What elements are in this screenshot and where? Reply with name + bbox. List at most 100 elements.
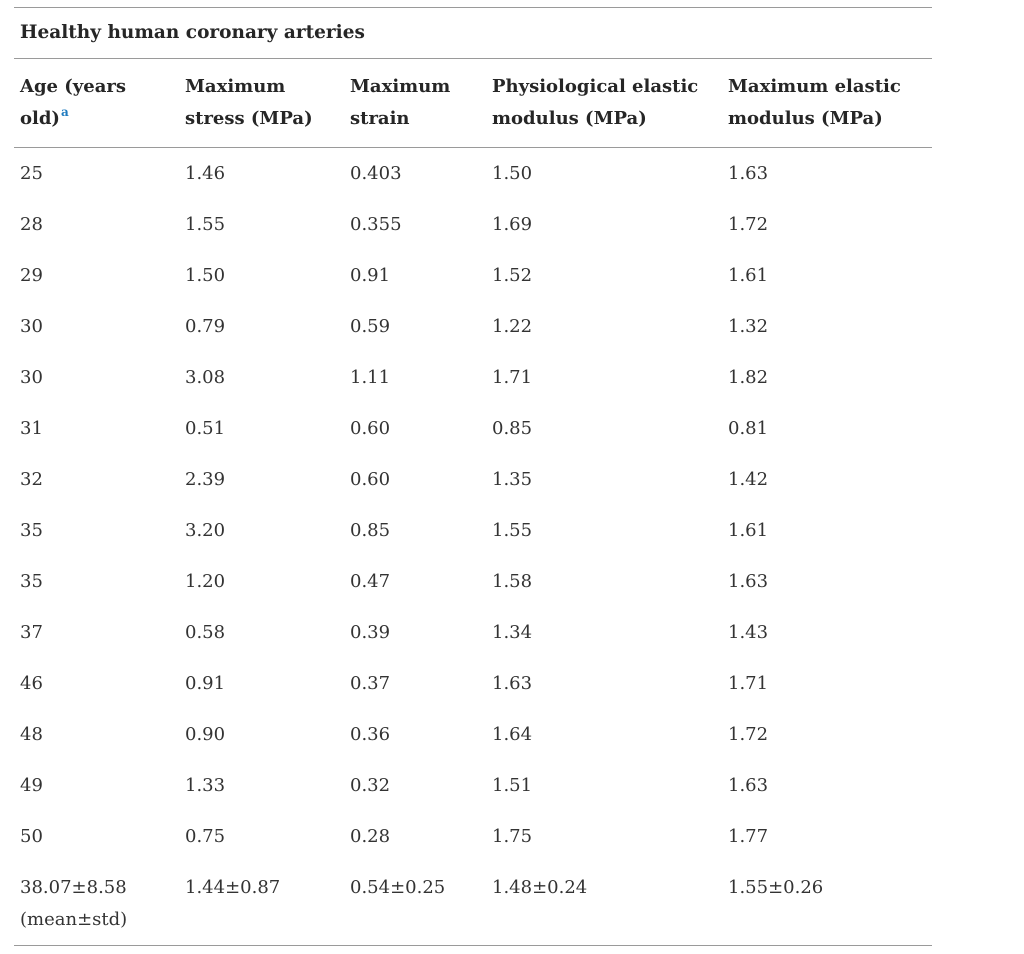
table-cell: 1.55 — [492, 519, 533, 541]
table-cell: 30 — [20, 315, 43, 337]
table-cell: 2.39 — [185, 468, 226, 490]
table-cell: 0.60 — [350, 417, 391, 439]
table-cell: 0.54±0.25 — [344, 862, 486, 946]
table-cell: 1.75 — [492, 825, 533, 847]
table-row: 49 1.33 0.32 1.51 1.63 — [14, 760, 932, 811]
table-cell: 3.08 — [185, 366, 226, 388]
table-cell: 28 — [20, 213, 43, 235]
table-row: 35 3.20 0.85 1.55 1.61 — [14, 505, 932, 556]
column-header-max-strain: Maximum strain — [344, 58, 486, 148]
table-cell: 0.60 — [350, 468, 391, 490]
table-row: 30 0.79 0.59 1.22 1.32 — [14, 301, 932, 352]
table-cell: 0.37 — [350, 672, 391, 694]
table-cell: 0.81 — [728, 417, 769, 439]
table-cell: 49 — [20, 774, 43, 796]
table-cell: 0.32 — [350, 774, 391, 796]
table-cell: 37 — [20, 621, 43, 643]
table-row: 46 0.91 0.37 1.63 1.71 — [14, 658, 932, 709]
table-cell: 1.20 — [185, 570, 226, 592]
table-cell: 0.403 — [350, 162, 402, 184]
table-cell: 1.34 — [492, 621, 533, 643]
table-cell: 0.85 — [350, 519, 391, 541]
table-row: 50 0.75 0.28 1.75 1.77 — [14, 811, 932, 862]
table-cell: 1.55±0.26 — [722, 862, 933, 946]
table-cell: 25 — [20, 162, 43, 184]
table-cell: 1.63 — [728, 570, 769, 592]
footnote-marker-a[interactable]: a — [60, 105, 69, 119]
table-cell: 1.11 — [350, 366, 391, 388]
table-cell: 1.77 — [728, 825, 769, 847]
table-cell: 38.07±8.58 (mean±std) — [14, 862, 179, 946]
table-cell: 0.90 — [185, 723, 226, 745]
table-cell: 1.82 — [728, 366, 769, 388]
table-cell: 32 — [20, 468, 43, 490]
column-header-physiological-elastic-modulus: Physiological elastic modulus (MPa) — [486, 58, 722, 148]
table-cell: 1.50 — [185, 264, 226, 286]
table-cell: 1.72 — [728, 213, 769, 235]
table-cell: 1.71 — [728, 672, 769, 694]
table-cell: 0.47 — [350, 570, 391, 592]
table-cell: 30 — [20, 366, 43, 388]
table-cell: 1.52 — [492, 264, 533, 286]
column-header-max-stress: Maximum stress (MPa) — [179, 58, 344, 148]
table-cell: 0.36 — [350, 723, 391, 745]
table-cell: 1.42 — [728, 468, 769, 490]
table-cell: 1.32 — [728, 315, 769, 337]
table-cell: 0.51 — [185, 417, 226, 439]
table-cell: 0.59 — [350, 315, 391, 337]
table-title: Healthy human coronary arteries — [14, 7, 933, 59]
column-header-age: Age (years old)a — [14, 58, 179, 148]
column-header-age-label: Age (years old) — [20, 76, 126, 129]
table-cell: 0.79 — [185, 315, 226, 337]
table-cell: 1.46 — [185, 162, 226, 184]
table-cell: 1.55 — [185, 213, 226, 235]
table-cell: 1.44±0.87 — [179, 862, 344, 946]
table-title-row: Healthy human coronary arteries — [14, 7, 933, 59]
table-cell: 3.20 — [185, 519, 226, 541]
table-cell: 1.58 — [492, 570, 533, 592]
table-summary-row: 38.07±8.58 (mean±std) 1.44±0.87 0.54±0.2… — [14, 862, 933, 946]
table-row: 32 2.39 0.60 1.35 1.42 — [14, 454, 932, 505]
table-head: Healthy human coronary arteries Age (yea… — [14, 7, 933, 148]
table-row: 31 0.51 0.60 0.85 0.81 — [14, 403, 932, 454]
table-cell: 1.51 — [492, 774, 533, 796]
table-cell: 1.64 — [492, 723, 533, 745]
table-row: 48 0.90 0.36 1.64 1.72 — [14, 709, 932, 760]
table-cell: 29 — [20, 264, 43, 286]
table-cell: 1.63 — [492, 672, 533, 694]
table-cell: 31 — [20, 417, 43, 439]
table-cell: 1.69 — [492, 213, 533, 235]
table-cell: 1.61 — [728, 519, 769, 541]
table-cell: 1.48±0.24 — [486, 862, 722, 946]
column-header-max-elastic-modulus: Maximum elastic modulus (MPa) — [722, 58, 933, 148]
table-cell: 0.91 — [350, 264, 391, 286]
table-cell: 35 — [20, 519, 43, 541]
table-cell: 0.58 — [185, 621, 226, 643]
table-cell: 1.72 — [728, 723, 769, 745]
table-body: 25 1.46 0.403 1.50 1.63 28 1.55 0.355 1.… — [14, 148, 933, 946]
table-cell: 0.91 — [185, 672, 226, 694]
table-row: 25 1.46 0.403 1.50 1.63 — [14, 148, 932, 200]
table-row: 37 0.58 0.39 1.34 1.43 — [14, 607, 932, 658]
table-cell: 1.22 — [492, 315, 533, 337]
table-row: 29 1.50 0.91 1.52 1.61 — [14, 250, 932, 301]
table-cell: 0.75 — [185, 825, 226, 847]
table-cell: 1.61 — [728, 264, 769, 286]
table-cell: 1.50 — [492, 162, 533, 184]
table-cell: 1.63 — [728, 162, 769, 184]
table-cell: 0.355 — [350, 213, 402, 235]
table-cell: 1.63 — [728, 774, 769, 796]
table-cell: 50 — [20, 825, 43, 847]
table-header-row: Age (years old)a Maximum stress (MPa) Ma… — [14, 58, 933, 148]
table-cell: 1.33 — [185, 774, 226, 796]
table-cell: 1.35 — [492, 468, 533, 490]
table-cell: 1.43 — [728, 621, 769, 643]
coronary-arteries-table: Healthy human coronary arteries Age (yea… — [14, 7, 933, 946]
table-cell: 48 — [20, 723, 43, 745]
table-cell: 0.85 — [492, 417, 533, 439]
table-row: 30 3.08 1.11 1.71 1.82 — [14, 352, 932, 403]
table-cell: 35 — [20, 570, 43, 592]
table-row: 35 1.20 0.47 1.58 1.63 — [14, 556, 932, 607]
table-cell: 0.39 — [350, 621, 391, 643]
